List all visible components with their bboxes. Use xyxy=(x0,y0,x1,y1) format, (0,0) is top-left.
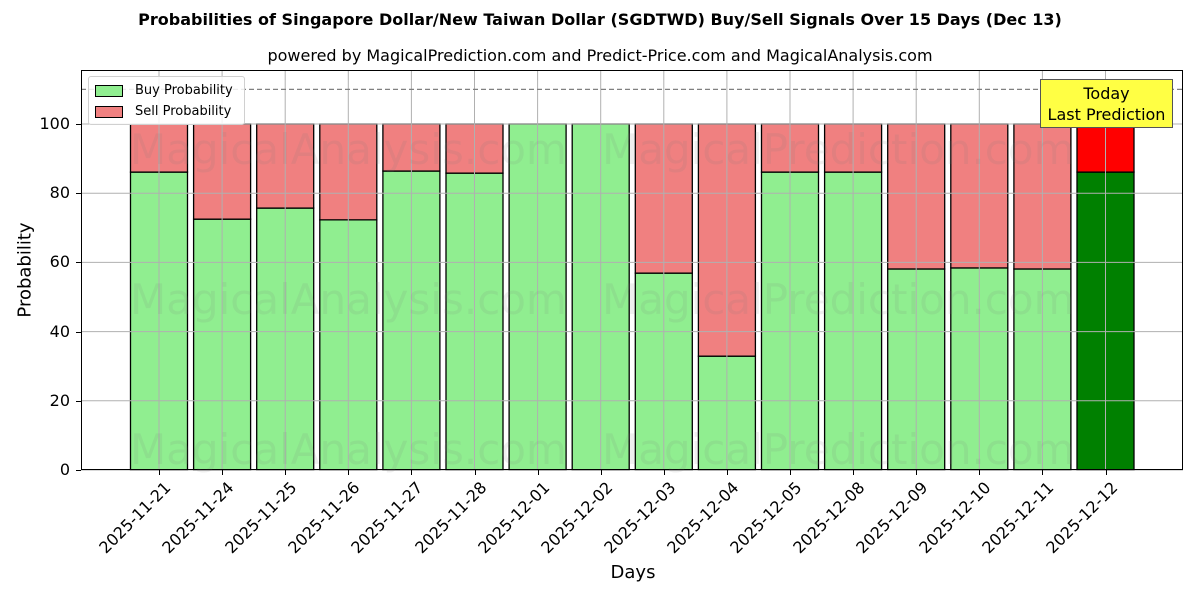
y-tick-mark xyxy=(76,470,81,471)
y-tick-mark xyxy=(76,193,81,195)
buy-swatch-icon xyxy=(95,84,123,97)
x-tick-mark xyxy=(348,470,350,475)
legend-buy-label: Buy Probability xyxy=(135,83,233,98)
today-annotation: Today Last Prediction xyxy=(1040,79,1173,128)
x-tick-mark xyxy=(790,470,791,475)
x-tick-mark xyxy=(663,470,665,475)
x-tick-mark xyxy=(853,470,855,475)
watermark-text: MagicalPrediction.com xyxy=(602,275,1075,324)
y-tick-label: 0 xyxy=(59,460,70,479)
x-tick-mark xyxy=(1042,470,1044,475)
annotation-line2: Last Prediction xyxy=(1047,105,1166,124)
y-tick-label: 20 xyxy=(49,390,70,410)
x-tick-mark xyxy=(916,470,918,475)
watermark-text: MagicalAnalysis.com xyxy=(130,275,567,324)
x-tick-mark xyxy=(222,470,224,475)
legend-item-sell: Sell Probability xyxy=(95,104,231,119)
legend: Buy Probability Sell Probability xyxy=(88,76,245,125)
watermark-text: MagicalPrediction.com xyxy=(602,425,1075,474)
y-tick-mark xyxy=(76,331,81,333)
x-tick-mark xyxy=(411,470,413,475)
y-axis-label: Probability xyxy=(14,222,36,318)
x-tick-mark xyxy=(285,470,287,475)
x-tick-mark xyxy=(726,470,728,475)
y-tick-label: 60 xyxy=(49,252,70,272)
y-tick-label: 100 xyxy=(39,114,70,133)
x-axis-label: Days xyxy=(610,562,656,583)
chart-title: Probabilities of Singapore Dollar/New Ta… xyxy=(138,10,1062,29)
x-tick-mark xyxy=(474,470,476,475)
y-tick-label: 40 xyxy=(49,321,70,341)
x-tick-mark xyxy=(1105,470,1107,475)
x-tick-mark xyxy=(600,470,602,475)
sell-swatch-icon xyxy=(95,105,123,118)
chart-subtitle: powered by MagicalPrediction.com and Pre… xyxy=(267,46,933,65)
annotation-line1: Today xyxy=(1083,84,1130,103)
legend-item-buy: Buy Probability xyxy=(95,83,233,98)
y-tick-label: 80 xyxy=(49,183,70,203)
x-tick-mark xyxy=(537,470,539,475)
x-tick-mark xyxy=(979,470,981,475)
watermark-text: MagicalAnalysis.com xyxy=(130,125,567,174)
y-tick-mark xyxy=(76,400,81,402)
x-tick-mark xyxy=(159,470,160,475)
plot-frame xyxy=(81,70,1183,470)
y-tick-mark xyxy=(76,262,81,264)
legend-sell-label: Sell Probability xyxy=(135,104,232,119)
watermark-text: MagicalPrediction.com xyxy=(602,125,1075,174)
watermark-text: MagicalAnalysis.com xyxy=(130,425,567,474)
y-tick-mark xyxy=(76,124,81,125)
